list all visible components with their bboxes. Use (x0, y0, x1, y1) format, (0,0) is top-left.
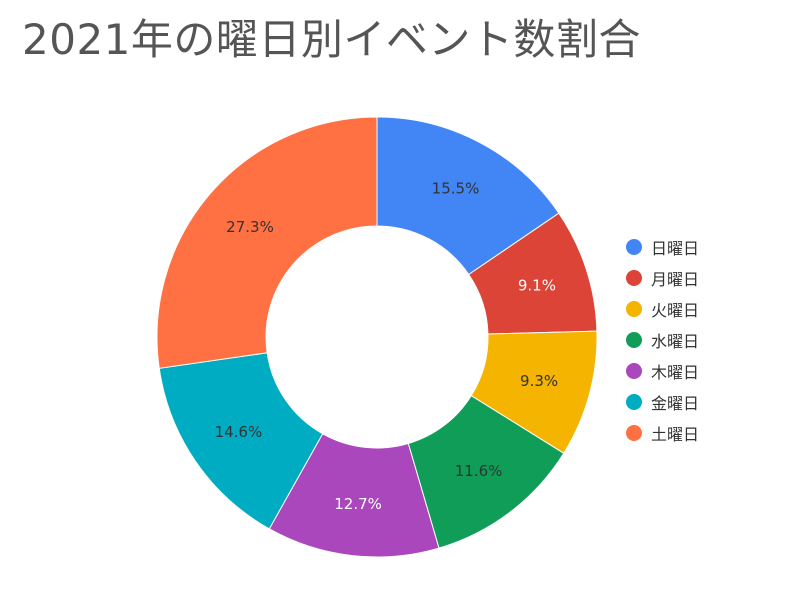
legend-label-6: 金曜日 (651, 393, 700, 413)
legend-item-1: 日曜日 (626, 231, 699, 262)
legend-item-6: 金曜日 (626, 386, 699, 417)
legend-label-3: 火曜日 (651, 300, 700, 320)
legend-item-5: 木曜日 (626, 355, 699, 386)
legend-swatch-4 (626, 331, 642, 348)
slice-label-7: 27.3% (226, 218, 274, 236)
legend-label-1: 日曜日 (651, 238, 700, 258)
legend-swatch-5 (626, 362, 642, 379)
legend-swatch-7 (626, 424, 642, 441)
legend-item-2: 月曜日 (626, 262, 699, 293)
legend-swatch-2 (626, 269, 642, 286)
donut-slice-1 (376, 116, 560, 276)
legend-swatch-1 (626, 238, 642, 255)
legend-swatch-3 (626, 300, 642, 317)
slice-label-3: 9.3% (520, 372, 558, 390)
legend-label-7: 土曜日 (651, 424, 700, 444)
donut-slice-labels: 15.5% 9.1% 9.3% 11.6% 12.7% 14.6% 27.3% (215, 180, 559, 513)
legend-swatch-6 (626, 393, 642, 410)
slice-label-2: 9.1% (518, 276, 556, 294)
donut-slices (156, 116, 598, 558)
chart-title: 2021年の曜日別イベント数割合 (22, 15, 641, 64)
legend-label-2: 月曜日 (651, 269, 700, 289)
slice-label-5: 12.7% (334, 495, 382, 513)
donut-slice-7 (156, 116, 378, 369)
slice-label-4: 11.6% (455, 462, 503, 480)
legend: 日曜日月曜日火曜日水曜日木曜日金曜日土曜日 (626, 231, 699, 448)
legend-label-5: 木曜日 (651, 362, 700, 382)
slice-label-6: 14.6% (215, 423, 263, 441)
slice-label-1: 15.5% (432, 180, 480, 198)
legend-item-4: 水曜日 (626, 324, 699, 355)
donut-slice-6 (158, 352, 324, 530)
legend-item-3: 火曜日 (626, 293, 699, 324)
legend-label-4: 水曜日 (651, 331, 700, 351)
legend-item-7: 土曜日 (626, 417, 699, 448)
